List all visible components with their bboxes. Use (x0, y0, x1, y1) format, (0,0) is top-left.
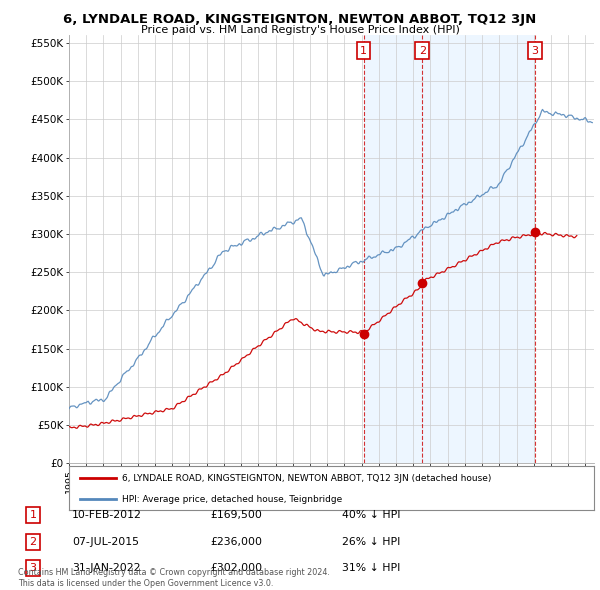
Text: 2: 2 (29, 537, 37, 546)
Text: 26% ↓ HPI: 26% ↓ HPI (342, 537, 400, 546)
Text: 6, LYNDALE ROAD, KINGSTEIGNTON, NEWTON ABBOT, TQ12 3JN (detached house): 6, LYNDALE ROAD, KINGSTEIGNTON, NEWTON A… (121, 474, 491, 483)
Text: £302,000: £302,000 (210, 563, 262, 573)
Text: 1: 1 (29, 510, 37, 520)
Text: 31% ↓ HPI: 31% ↓ HPI (342, 563, 400, 573)
Text: 07-JUL-2015: 07-JUL-2015 (72, 537, 139, 546)
Text: 10-FEB-2012: 10-FEB-2012 (72, 510, 142, 520)
Text: £169,500: £169,500 (210, 510, 262, 520)
Text: Price paid vs. HM Land Registry's House Price Index (HPI): Price paid vs. HM Land Registry's House … (140, 25, 460, 35)
Text: 2: 2 (419, 45, 426, 55)
Text: 1: 1 (360, 45, 367, 55)
Text: 31-JAN-2022: 31-JAN-2022 (72, 563, 140, 573)
Text: £236,000: £236,000 (210, 537, 262, 546)
Text: 3: 3 (532, 45, 539, 55)
Text: 6, LYNDALE ROAD, KINGSTEIGNTON, NEWTON ABBOT, TQ12 3JN: 6, LYNDALE ROAD, KINGSTEIGNTON, NEWTON A… (64, 13, 536, 26)
Text: HPI: Average price, detached house, Teignbridge: HPI: Average price, detached house, Teig… (121, 495, 342, 504)
Text: Contains HM Land Registry data © Crown copyright and database right 2024.
This d: Contains HM Land Registry data © Crown c… (18, 568, 330, 588)
Text: 3: 3 (29, 563, 37, 573)
Text: 40% ↓ HPI: 40% ↓ HPI (342, 510, 401, 520)
Bar (364, 35, 535, 463)
